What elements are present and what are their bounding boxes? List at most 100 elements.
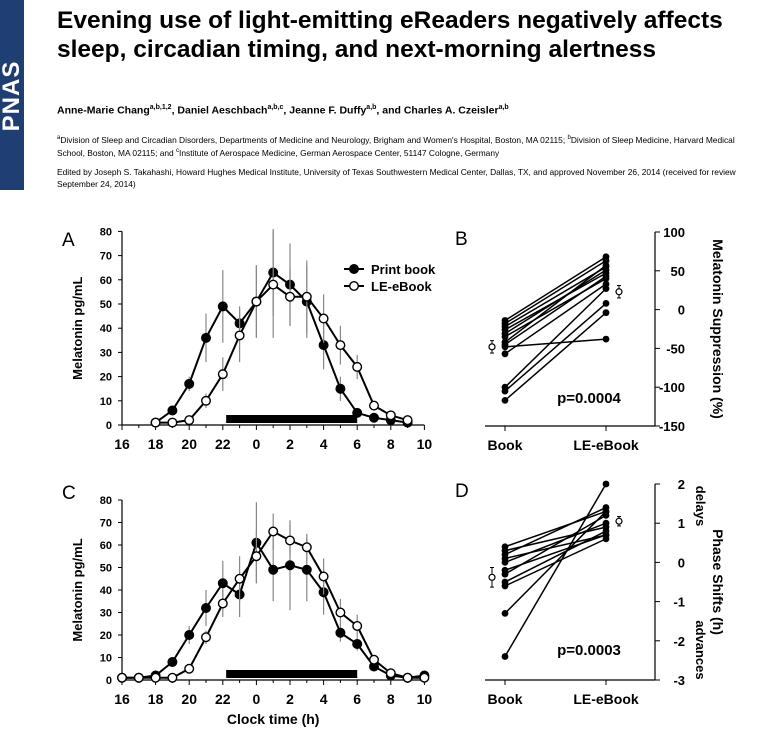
paired-line: [504, 510, 607, 548]
x-tick-label: 4: [320, 691, 328, 707]
y-tick-label: 2: [678, 477, 685, 492]
legend-marker-filled: [349, 264, 360, 275]
author-affiliation-marker: a,b: [366, 104, 377, 111]
data-point: [501, 609, 509, 617]
data-point: [602, 261, 610, 269]
data-point: [602, 272, 610, 280]
paired-line: [504, 302, 607, 392]
author-name: Charles A. Czeisler: [403, 104, 499, 117]
legend-label: Print book: [371, 262, 436, 277]
paired-line: [504, 288, 607, 388]
y-tick-label: 70: [100, 518, 112, 530]
paired-line: [504, 266, 607, 328]
paired-line: [504, 510, 607, 614]
data-point: [301, 291, 312, 302]
data-point: [217, 369, 228, 380]
series-line: [155, 283, 408, 424]
x-tick-label: 22: [215, 436, 231, 452]
pnas-logo: PNAS: [0, 0, 25, 190]
data-point: [501, 570, 509, 578]
data-point: [301, 542, 312, 553]
data-point: [602, 285, 610, 293]
y-axis-label: Melatonin pg/mL: [70, 277, 85, 380]
data-point: [385, 410, 396, 421]
data-point: [501, 559, 509, 566]
data-point: [602, 299, 610, 307]
affiliation-marker: a: [57, 135, 61, 141]
data-point: [217, 301, 228, 312]
affiliations: aDivision of Sleep and Circadian Disorde…: [57, 133, 737, 160]
data-point: [501, 350, 509, 358]
x-tick-label: 10: [417, 691, 433, 707]
y-tick-label: 10: [100, 653, 112, 665]
dark-period-bar: [226, 415, 358, 423]
y-tick-label: 20: [100, 372, 112, 384]
author-name: Daniel Aeschbach: [177, 104, 268, 117]
data-point: [352, 361, 363, 372]
affiliation-text: Division of Sleep and Circadian Disorder…: [60, 134, 568, 145]
data-point: [268, 526, 279, 537]
paired-line: [504, 338, 607, 348]
data-point: [402, 415, 413, 426]
data-point: [602, 266, 610, 274]
author-list: Anne-Marie Changa,b,1,2, Daniel Aeschbac…: [57, 104, 509, 117]
x-tick-label: 22: [215, 691, 231, 707]
y-tick-label: -100: [659, 380, 685, 395]
panel-label: D: [455, 481, 469, 502]
y-tick-label: 30: [100, 608, 112, 620]
y-axis-label-advances: advances: [693, 620, 708, 679]
data-point: [402, 672, 413, 683]
y-tick-label: 70: [100, 251, 112, 263]
y-tick-label: -150: [659, 419, 685, 434]
y-tick-label: 50: [671, 264, 685, 279]
x-tick-label: 18: [148, 436, 164, 452]
x-tick-label: 16: [114, 436, 130, 452]
data-point: [352, 407, 363, 418]
y-tick-label: -3: [673, 673, 685, 688]
data-point: [602, 309, 610, 317]
author-affiliation-marker: a,b: [498, 104, 509, 111]
y-tick-label: -2: [673, 634, 685, 649]
p-value-annotation: p=0.0003: [557, 642, 621, 659]
data-point: [217, 598, 228, 609]
y-tick-label: 30: [100, 347, 112, 359]
panel-label: A: [62, 230, 75, 251]
x-tick-label: 6: [353, 436, 361, 452]
data-point: [234, 573, 245, 584]
author-affiliation-marker: a,b,c: [267, 104, 284, 111]
y-tick-label: 40: [100, 585, 112, 597]
paired-line: [504, 530, 607, 583]
y-tick-label: 100: [663, 225, 685, 240]
y-axis-label: Melatonin Suppression (%): [710, 239, 726, 419]
legend-marker-open: [349, 281, 360, 292]
y-tick-label: 60: [100, 540, 112, 552]
x-tick-label: 20: [181, 691, 197, 707]
x-tick-label: 20: [181, 436, 197, 452]
paper-title: Evening use of light-emitting eReaders n…: [57, 7, 723, 63]
data-point: [501, 653, 509, 660]
data-point: [167, 417, 178, 428]
y-tick-label: 80: [100, 226, 112, 238]
x-tick-label: 4: [320, 436, 328, 452]
paired-line: [504, 514, 607, 575]
affiliation-marker: c: [176, 148, 180, 155]
data-point: [167, 672, 178, 683]
paired-line: [504, 506, 607, 556]
x-tick-label: 2: [286, 436, 294, 452]
x-axis-label: Clock time (h): [227, 711, 320, 727]
data-point: [200, 603, 211, 614]
data-point: [200, 332, 211, 343]
y-axis-label: Phase Shifts (h): [710, 529, 726, 635]
x-tick-label: Book: [488, 691, 523, 707]
data-point: [167, 405, 178, 416]
paired-line: [504, 264, 607, 343]
data-point: [335, 627, 346, 638]
data-point: [200, 632, 211, 643]
data-point: [234, 330, 245, 341]
data-point: [501, 387, 509, 395]
data-point: [268, 564, 279, 575]
data-point: [217, 578, 228, 589]
x-tick-label: 6: [353, 691, 361, 707]
data-point: [184, 663, 195, 674]
y-tick-label: 0: [106, 420, 112, 432]
